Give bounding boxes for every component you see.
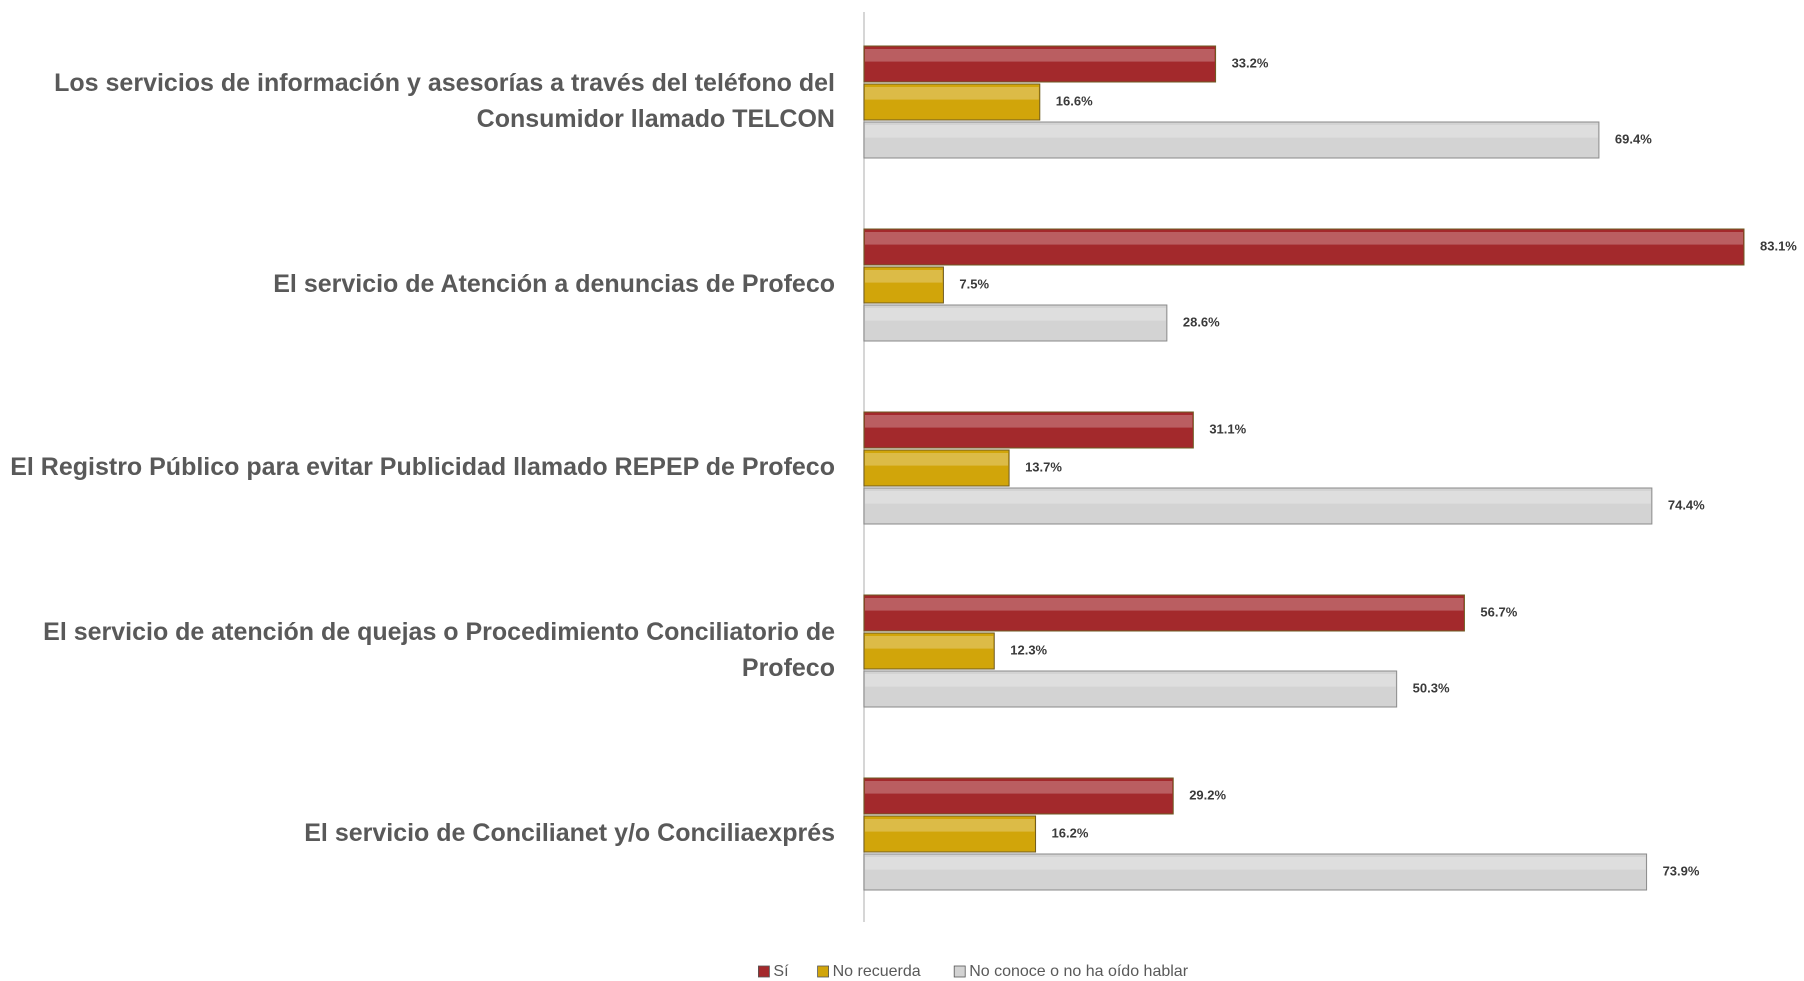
value-label: 16.6% bbox=[1056, 93, 1093, 108]
value-label: 73.9% bbox=[1663, 863, 1700, 878]
bar bbox=[863, 266, 944, 304]
category-label: El servicio de Atención a denuncias de P… bbox=[273, 270, 835, 298]
category-label: Los servicios de información y asesorías… bbox=[54, 69, 835, 133]
bar bbox=[863, 228, 1745, 266]
value-label: 33.2% bbox=[1232, 55, 1269, 70]
bar-highlight bbox=[865, 270, 943, 283]
bar bbox=[863, 411, 1194, 449]
bar-highlight bbox=[865, 453, 1009, 466]
bar-highlight bbox=[865, 598, 1464, 611]
bar-highlight bbox=[865, 674, 1396, 687]
value-label: 13.7% bbox=[1025, 459, 1062, 474]
bar bbox=[863, 449, 1010, 487]
category-label: El servicio de atención de quejas o Proc… bbox=[43, 618, 835, 682]
legend-swatch bbox=[817, 965, 829, 978]
bar-highlight bbox=[865, 415, 1193, 428]
bar bbox=[863, 304, 1168, 342]
legend-label: Sí bbox=[773, 963, 789, 980]
bar-highlight bbox=[865, 49, 1215, 62]
value-label: 83.1% bbox=[1760, 238, 1797, 253]
legend-swatch bbox=[953, 965, 966, 978]
value-label: 31.1% bbox=[1209, 421, 1246, 436]
legend-swatch bbox=[758, 965, 770, 978]
bar-highlight bbox=[865, 491, 1651, 504]
value-label: 29.2% bbox=[1189, 787, 1226, 802]
category-label: El servicio de Concilianet y/o Conciliae… bbox=[304, 819, 835, 847]
bar-highlight bbox=[865, 781, 1173, 794]
bar-highlight bbox=[865, 232, 1743, 245]
bar-highlight bbox=[865, 87, 1039, 100]
bar-highlight bbox=[865, 125, 1598, 138]
value-label: 16.2% bbox=[1052, 825, 1089, 840]
legend-label: No conoce o no ha oído hablar bbox=[969, 963, 1188, 980]
bar-highlight bbox=[865, 857, 1646, 870]
bar bbox=[863, 45, 1217, 83]
value-label: 74.4% bbox=[1668, 497, 1705, 512]
legend-label: No recuerda bbox=[833, 963, 921, 980]
value-label: 28.6% bbox=[1183, 314, 1220, 329]
bar-highlight bbox=[865, 819, 1035, 832]
bar-highlight bbox=[865, 308, 1166, 321]
bar bbox=[863, 487, 1653, 525]
bar-highlight bbox=[865, 636, 994, 649]
category-label: El Registro Público para evitar Publicid… bbox=[10, 453, 835, 481]
value-label: 50.3% bbox=[1413, 680, 1450, 695]
bar bbox=[863, 83, 1041, 121]
bar bbox=[863, 121, 1600, 159]
bar bbox=[863, 670, 1398, 708]
bar bbox=[863, 853, 1648, 891]
value-label: 7.5% bbox=[959, 276, 989, 291]
value-label: 69.4% bbox=[1615, 131, 1652, 146]
bar bbox=[863, 632, 995, 670]
value-label: 56.7% bbox=[1480, 604, 1517, 619]
bar bbox=[863, 777, 1174, 815]
bar bbox=[863, 594, 1465, 632]
value-label: 12.3% bbox=[1010, 642, 1047, 657]
bar bbox=[863, 815, 1037, 853]
